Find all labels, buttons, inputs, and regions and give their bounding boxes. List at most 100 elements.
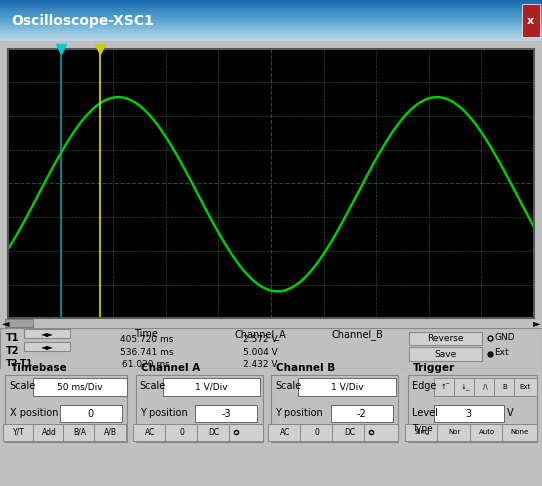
Text: Channel_B: Channel_B <box>332 330 384 340</box>
Text: 1 V/Div: 1 V/Div <box>331 382 363 391</box>
FancyBboxPatch shape <box>332 424 366 441</box>
Text: Timebase: Timebase <box>11 364 68 373</box>
FancyBboxPatch shape <box>514 378 537 396</box>
Text: Channel A: Channel A <box>141 364 200 373</box>
Text: DC: DC <box>344 428 355 437</box>
Text: 50 ms/Div: 50 ms/Div <box>57 382 103 391</box>
Bar <box>0 39 542 41</box>
FancyBboxPatch shape <box>364 424 398 441</box>
FancyBboxPatch shape <box>470 424 505 441</box>
FancyBboxPatch shape <box>195 405 257 422</box>
Text: 61.020 ms: 61.020 ms <box>122 360 170 369</box>
Text: Edge: Edge <box>412 381 436 391</box>
Text: Reverse: Reverse <box>428 334 464 343</box>
Bar <box>0 29 542 31</box>
Bar <box>408 375 537 442</box>
FancyBboxPatch shape <box>229 424 263 441</box>
FancyBboxPatch shape <box>3 424 35 441</box>
FancyBboxPatch shape <box>437 424 472 441</box>
Text: Auto: Auto <box>479 429 495 435</box>
Text: 405.720 ms: 405.720 ms <box>120 335 173 345</box>
Text: Scale: Scale <box>10 381 36 391</box>
Text: Level: Level <box>412 408 438 417</box>
FancyBboxPatch shape <box>502 424 537 441</box>
FancyBboxPatch shape <box>434 405 504 422</box>
Text: Scale: Scale <box>275 381 301 391</box>
Text: ►: ► <box>533 318 540 328</box>
Bar <box>271 375 398 442</box>
Text: Add: Add <box>42 428 57 437</box>
Text: Type: Type <box>412 424 433 434</box>
Text: B/A: B/A <box>73 428 86 437</box>
Text: Trigger: Trigger <box>413 364 455 373</box>
FancyBboxPatch shape <box>405 424 440 441</box>
Text: 5.004 V: 5.004 V <box>243 348 278 357</box>
FancyBboxPatch shape <box>33 424 66 441</box>
Bar <box>0 0 542 2</box>
Bar <box>0 33 542 35</box>
FancyBboxPatch shape <box>63 424 96 441</box>
Text: Channel_A: Channel_A <box>234 330 286 340</box>
Bar <box>0 18 542 21</box>
Text: Sing: Sing <box>415 429 430 435</box>
FancyBboxPatch shape <box>474 378 496 396</box>
Bar <box>0 10 542 13</box>
Text: 0: 0 <box>315 428 320 437</box>
FancyBboxPatch shape <box>298 378 396 396</box>
Text: Y position: Y position <box>275 408 323 417</box>
Text: -2: -2 <box>357 409 366 418</box>
FancyBboxPatch shape <box>331 405 393 422</box>
Text: 3: 3 <box>466 409 472 418</box>
Text: ◄►: ◄► <box>41 342 54 351</box>
Bar <box>0 8 542 10</box>
Text: Channel B: Channel B <box>276 364 335 373</box>
FancyBboxPatch shape <box>454 378 476 396</box>
Text: Oscilloscope-XSC1: Oscilloscope-XSC1 <box>11 14 153 28</box>
Text: 1 V/Div: 1 V/Div <box>195 382 228 391</box>
Text: X position: X position <box>10 408 58 417</box>
Bar <box>0 27 542 29</box>
FancyBboxPatch shape <box>24 329 70 338</box>
Text: Y/T: Y/T <box>13 428 25 437</box>
FancyBboxPatch shape <box>409 347 482 361</box>
FancyBboxPatch shape <box>33 378 127 396</box>
Text: ↓_: ↓_ <box>460 383 470 390</box>
FancyBboxPatch shape <box>24 342 70 351</box>
FancyBboxPatch shape <box>60 405 122 422</box>
Bar <box>522 4 540 37</box>
FancyBboxPatch shape <box>268 424 302 441</box>
FancyBboxPatch shape <box>409 332 482 345</box>
Text: 2.572 V: 2.572 V <box>243 335 278 345</box>
Bar <box>136 375 263 442</box>
Bar <box>0 4 542 6</box>
Bar <box>0 13 542 15</box>
FancyBboxPatch shape <box>494 378 517 396</box>
Text: DC: DC <box>208 428 220 437</box>
Text: ◄: ◄ <box>2 318 9 328</box>
Bar <box>0 6 542 8</box>
Text: ↑‾: ↑‾ <box>440 384 450 390</box>
Text: Y position: Y position <box>140 408 188 417</box>
FancyBboxPatch shape <box>165 424 199 441</box>
Text: /\: /\ <box>483 384 487 390</box>
FancyBboxPatch shape <box>163 378 260 396</box>
Text: None: None <box>511 429 529 435</box>
Text: ◄►: ◄► <box>41 329 54 338</box>
Text: Ext: Ext <box>494 348 509 357</box>
Bar <box>0 35 542 37</box>
Text: 0: 0 <box>88 409 94 418</box>
Bar <box>0 23 542 25</box>
FancyBboxPatch shape <box>434 378 456 396</box>
Text: Nor: Nor <box>449 429 461 435</box>
Text: V: V <box>507 408 513 417</box>
Bar <box>0 15 542 17</box>
Bar <box>5 375 127 442</box>
Text: 536.741 ms: 536.741 ms <box>120 348 173 357</box>
Bar <box>0 37 542 39</box>
FancyBboxPatch shape <box>300 424 334 441</box>
Bar <box>5 319 33 327</box>
Text: -3: -3 <box>222 409 231 418</box>
FancyBboxPatch shape <box>133 424 167 441</box>
FancyBboxPatch shape <box>94 424 126 441</box>
Bar <box>0 31 542 33</box>
